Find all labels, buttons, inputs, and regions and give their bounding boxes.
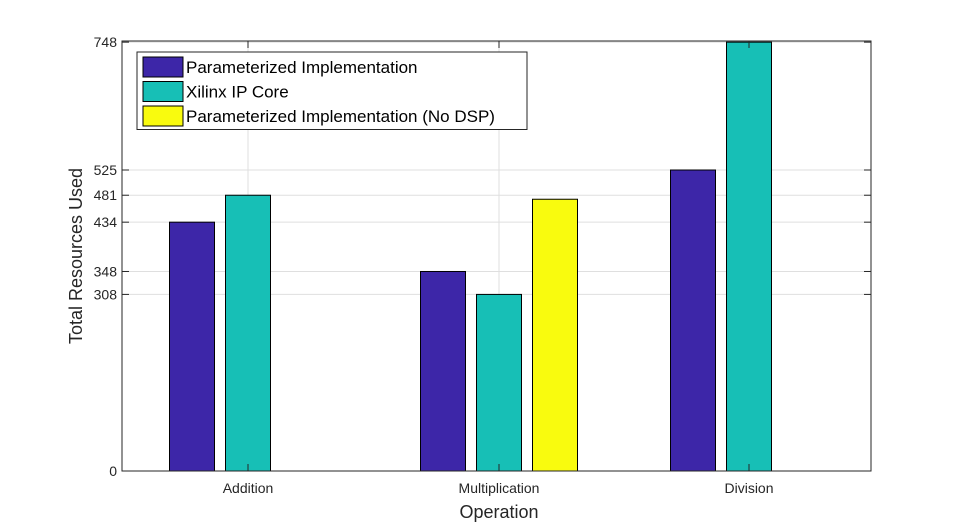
y-tick-label: 434 (94, 214, 118, 230)
x-tick-label: Multiplication (459, 480, 540, 496)
bar-multiplication-series-3 (532, 198, 578, 472)
y-tick-label: 308 (94, 286, 118, 302)
legend-swatch (142, 105, 184, 127)
y-tick-label: 348 (94, 263, 118, 279)
legend-swatch (142, 56, 184, 78)
legend-swatch (142, 81, 184, 102)
y-tick-label: 525 (94, 162, 118, 178)
y-axis-label: Total Resources Used (66, 168, 86, 344)
x-tick-label: Addition (223, 480, 274, 496)
plot-frame (121, 40, 872, 472)
bar-addition-series-2 (225, 194, 271, 472)
y-tick-label: 0 (109, 463, 117, 479)
bars (169, 41, 772, 472)
bar-multiplication-series-1 (420, 270, 466, 472)
x-axis-label: Operation (459, 502, 538, 522)
x-tick-label: Division (724, 480, 773, 496)
y-tick-label: 481 (94, 187, 118, 203)
y-tick-label: 748 (94, 34, 118, 50)
bar-division-series-1 (670, 169, 716, 472)
legend-label: Parameterized Implementation (No DSP) (186, 107, 495, 126)
bar-division-series-2 (726, 41, 772, 472)
y-axis-ticks: 0 308 348 434 481 525 748 (94, 34, 871, 479)
bar-addition-series-1 (169, 221, 215, 472)
legend-label: Xilinx IP Core (186, 83, 289, 102)
legend-label: Parameterized Implementation (186, 58, 418, 77)
bar-multiplication-series-2 (476, 293, 522, 472)
legend: Parameterized Implementation Xilinx IP Co… (136, 51, 528, 130)
x-axis-ticks: Addition Multiplication Division (223, 41, 774, 496)
legend-box (136, 51, 528, 130)
